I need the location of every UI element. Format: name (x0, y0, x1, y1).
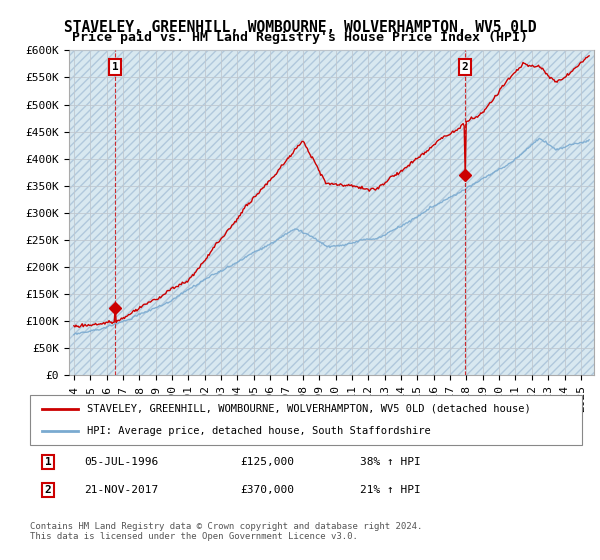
Text: 38% ↑ HPI: 38% ↑ HPI (360, 457, 421, 467)
Text: 1: 1 (44, 457, 52, 467)
Text: STAVELEY, GREENHILL, WOMBOURNE, WOLVERHAMPTON, WV5 0LD (detached house): STAVELEY, GREENHILL, WOMBOURNE, WOLVERHA… (87, 404, 531, 414)
Text: STAVELEY, GREENHILL, WOMBOURNE, WOLVERHAMPTON, WV5 0LD: STAVELEY, GREENHILL, WOMBOURNE, WOLVERHA… (64, 20, 536, 35)
Text: 2: 2 (44, 485, 52, 495)
Text: £125,000: £125,000 (240, 457, 294, 467)
Text: 21% ↑ HPI: 21% ↑ HPI (360, 485, 421, 495)
Text: 2: 2 (461, 62, 468, 72)
Text: 21-NOV-2017: 21-NOV-2017 (84, 485, 158, 495)
Text: 05-JUL-1996: 05-JUL-1996 (84, 457, 158, 467)
Text: Price paid vs. HM Land Registry's House Price Index (HPI): Price paid vs. HM Land Registry's House … (72, 31, 528, 44)
Text: HPI: Average price, detached house, South Staffordshire: HPI: Average price, detached house, Sout… (87, 426, 431, 436)
Text: Contains HM Land Registry data © Crown copyright and database right 2024.
This d: Contains HM Land Registry data © Crown c… (30, 522, 422, 542)
Text: 1: 1 (112, 62, 118, 72)
Text: £370,000: £370,000 (240, 485, 294, 495)
